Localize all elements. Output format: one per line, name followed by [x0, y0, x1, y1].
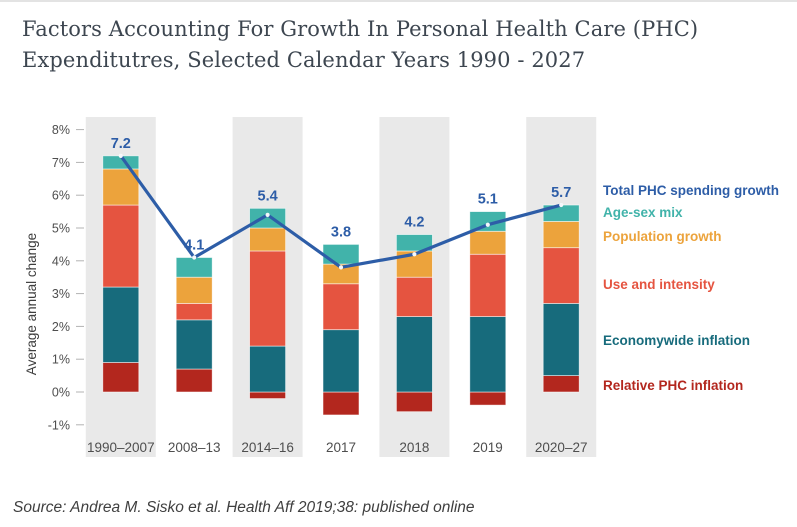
bar-segment-population-growth [249, 227, 287, 252]
y-tick-label: 6% [52, 189, 70, 203]
line-marker [265, 212, 270, 217]
y-tick-label: 4% [52, 254, 70, 268]
bar-segment-use-and-intensity [322, 283, 360, 331]
total-value-label: 5.7 [551, 185, 571, 201]
y-tick-label: 1% [52, 353, 70, 367]
chart-plot: 8% 7% 6% 5% 4% 3% 2% 1% 0% -1% Average annual chan… [24, 117, 597, 457]
bar-segment-relative-phc-inflation [175, 368, 213, 393]
chart-title-line2: Expenditutres, Selected Calendar Years 1… [22, 48, 586, 72]
bar-segment-relative-phc-inflation [542, 375, 580, 393]
chart-title-line1: Factors Accounting For Growth In Persona… [22, 17, 699, 41]
bar-segment-age-sex-mix [322, 243, 360, 265]
line-marker [338, 265, 344, 270]
bar-segment-use-and-intensity [175, 303, 213, 321]
x-axis-label: 2008–13 [168, 440, 221, 455]
chart-area: 8% 7% 6% 5% 4% 3% 2% 1% 0% -1% Average annual chan… [0, 102, 797, 487]
bar-segment-economywide-inflation [249, 345, 287, 393]
bar-segment-relative-phc-inflation [102, 362, 140, 393]
bar-segment-economywide-inflation [175, 319, 213, 370]
total-value-label: 3.8 [331, 224, 351, 240]
bar-segment-population-growth [542, 221, 580, 249]
y-tick-label: 3% [52, 287, 70, 301]
bar-segment-population-growth [469, 230, 507, 255]
x-axis-label: 2019 [473, 440, 503, 455]
x-axis-label: 2017 [326, 440, 356, 455]
y-tick-label: -1% [48, 418, 70, 432]
total-value-label: 4.2 [404, 215, 424, 231]
chart-title: Factors Accounting For Growth In Persona… [22, 14, 698, 76]
x-axis-label: 1990–2007 [87, 440, 155, 455]
bar-segment-age-sex-mix [175, 257, 213, 278]
source-citation: Source: Andrea M. Sisko et al. Health Af… [13, 499, 475, 516]
bar-segment-age-sex-mix [395, 234, 433, 252]
x-axis-label: 2018 [399, 440, 429, 455]
y-tick-label: 7% [52, 156, 70, 170]
x-axis-label: 2014–16 [241, 440, 294, 455]
y-axis-title: Average annual change [24, 233, 39, 375]
total-value-label: 7.2 [111, 136, 131, 152]
line-marker [559, 202, 564, 208]
y-tick-label: 8% [52, 123, 70, 137]
bar-segment-relative-phc-inflation [469, 391, 507, 406]
bar-segment-population-growth [175, 276, 213, 304]
bar-segment-relative-phc-inflation [395, 391, 433, 413]
bar-segment-use-and-intensity [542, 247, 580, 304]
bar-segment-economywide-inflation [322, 329, 360, 393]
y-tick-label: 5% [52, 222, 70, 236]
line-marker [118, 153, 123, 158]
line-marker [412, 252, 417, 257]
bar-segment-use-and-intensity [469, 253, 507, 317]
total-value-label: 5.4 [258, 188, 278, 204]
line-marker [192, 255, 197, 260]
y-tick-label: 2% [52, 320, 70, 334]
bar-segment-use-and-intensity [102, 204, 140, 288]
y-tick-label: 0% [52, 386, 70, 400]
bar-segment-relative-phc-inflation [322, 391, 360, 416]
line-marker [485, 222, 490, 227]
x-axis-label: 2020–27 [535, 440, 588, 455]
bar-segment-relative-phc-inflation [249, 391, 287, 399]
total-value-label: 5.1 [478, 192, 498, 208]
bar-segment-use-and-intensity [395, 276, 433, 317]
bar-segment-economywide-inflation [542, 303, 580, 377]
bar-segment-economywide-inflation [395, 316, 433, 393]
bar-segment-use-and-intensity [249, 250, 287, 347]
bar-segment-economywide-inflation [469, 316, 507, 393]
bar-segment-economywide-inflation [102, 286, 140, 363]
